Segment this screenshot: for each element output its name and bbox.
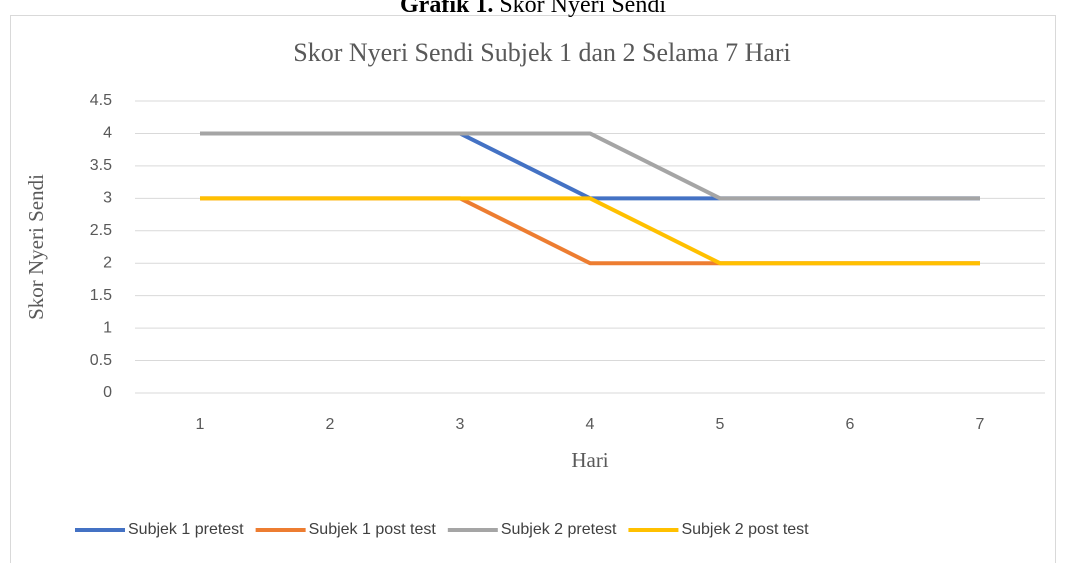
x-tick-label: 5 [716,416,725,433]
chart-frame [10,15,1056,563]
y-tick-label: 0.5 [90,352,112,369]
x-tick-label: 3 [456,416,465,433]
caption-label: Grafik 1. [400,0,493,18]
y-tick-label: 4.5 [90,92,112,109]
legend-label: Subjek 2 pretest [501,521,617,538]
y-tick-label: 0 [103,384,112,401]
caption-text: Skor Nyeri Sendi [499,0,666,18]
y-tick-label: 3 [103,190,112,207]
y-tick-label: 2 [103,254,112,271]
caption: Grafik 1. Skor Nyeri Sendi [400,0,666,18]
y-axis-label: Skor Nyeri Sendi [24,174,48,320]
x-tick-label: 2 [326,416,335,433]
legend-label: Subjek 2 post test [681,521,809,538]
x-tick-label: 6 [846,416,855,433]
y-tick-label: 2.5 [90,222,112,239]
legend-label: Subjek 1 post test [309,521,437,538]
series-line [200,131,980,201]
y-tick-label: 1.5 [90,287,112,304]
x-tick-label: 7 [976,416,985,433]
legend-label: Subjek 1 pretest [128,521,244,538]
x-tick-label: 1 [196,416,205,433]
x-tick-label: 4 [586,416,595,433]
x-axis-label: Hari [571,448,608,472]
series-line [200,196,980,266]
y-tick-label: 3.5 [90,157,112,174]
y-tick-label: 4 [103,125,112,142]
y-tick-label: 1 [103,319,112,336]
chart-title: Skor Nyeri Sendi Subjek 1 dan 2 Selama 7… [293,38,791,67]
